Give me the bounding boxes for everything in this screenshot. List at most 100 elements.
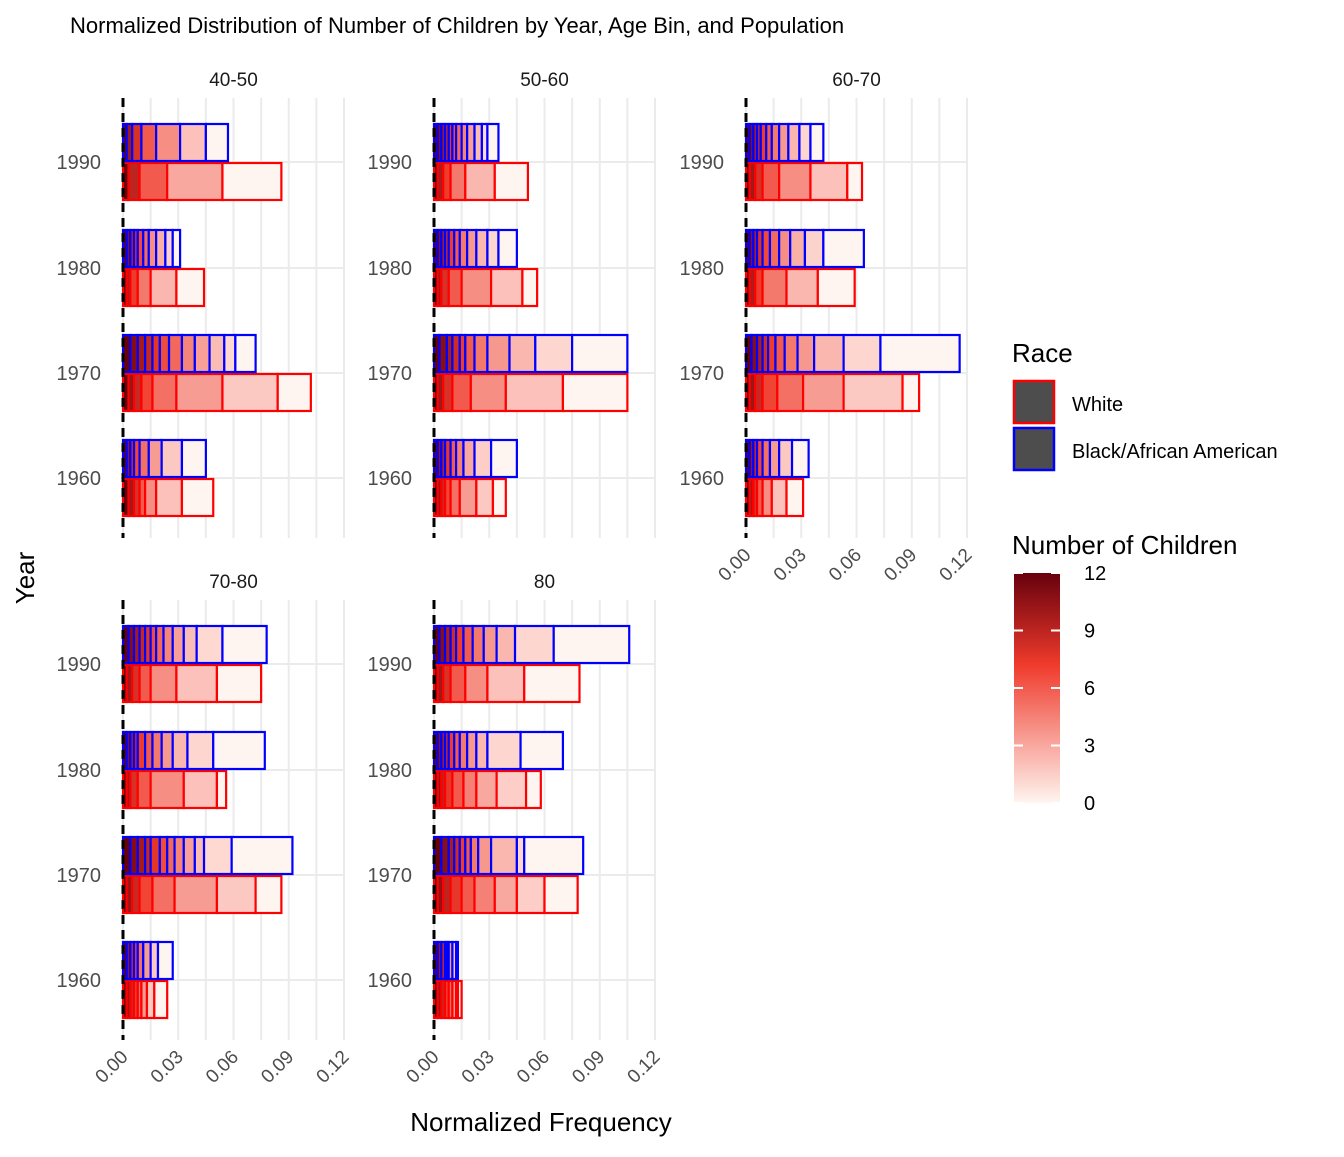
y-tick-label: 1990: [57, 152, 102, 174]
bar-segment: [770, 477, 788, 518]
bar-segment: [524, 769, 542, 810]
bar-segment: [160, 730, 174, 771]
bar-segment: [166, 161, 224, 202]
bar-segment: [160, 438, 184, 479]
bar-segment: [473, 874, 496, 915]
y-tick-label: 1960: [368, 970, 413, 992]
bar-segment: [754, 267, 764, 308]
legend-group: Race White Black/African American Number of…: [1012, 338, 1278, 815]
panel-strip-label: 40-50: [209, 70, 258, 91]
bar-segment: [144, 333, 154, 374]
bar-stack-1980-white: [744, 267, 856, 308]
y-tick-label: 1990: [680, 152, 725, 174]
bar-segment: [443, 769, 454, 810]
bar-segment: [504, 372, 565, 413]
bar-segment: [140, 122, 158, 163]
bar-segment: [144, 477, 158, 518]
bar-segment: [171, 624, 185, 665]
bar-segment: [778, 161, 812, 202]
bar-segment: [155, 477, 184, 518]
bar-segment: [451, 372, 472, 413]
bar-segment: [182, 769, 219, 810]
legend-key-black: [1012, 426, 1056, 472]
bar-segment: [149, 267, 178, 308]
bar-segment: [442, 161, 452, 202]
bar-segment: [151, 333, 161, 374]
bar-stack-1970-white: [121, 874, 283, 915]
bar-segment: [449, 161, 467, 202]
bar-stack-1970-white: [432, 874, 579, 915]
bar-segment: [846, 161, 864, 202]
bar-segment: [489, 835, 518, 876]
bar-segment: [221, 372, 279, 413]
bar-stack-1970-black: [121, 333, 257, 374]
bar-segment: [129, 769, 139, 810]
bar-segment: [156, 940, 174, 981]
bar-segment: [489, 267, 524, 308]
bar-segment: [543, 874, 579, 915]
bar-segment: [475, 730, 489, 771]
bar-segment: [466, 730, 478, 771]
bar-segment: [495, 769, 528, 810]
bar-segment: [142, 940, 152, 981]
bar-stack-1990-white: [744, 161, 864, 202]
bar-segment: [785, 477, 805, 518]
bar-segment: [473, 333, 489, 374]
bar-segment: [138, 874, 154, 915]
colorbar-tick-label: 12: [1084, 563, 1106, 585]
bar-stack-1960-black: [744, 438, 810, 479]
y-tick-label: 1990: [368, 152, 413, 174]
bar-segment: [175, 372, 224, 413]
bar-segment: [816, 267, 856, 308]
bar-segment: [785, 267, 819, 308]
bar-stack-1980-black: [432, 730, 565, 771]
bar-stack-1960-white: [432, 477, 507, 518]
bar-stack-1980-black: [744, 228, 865, 269]
bar-segment: [497, 228, 518, 269]
bar-segment: [462, 624, 474, 665]
legend-label: Black/African American: [1072, 441, 1278, 463]
bar-segment: [491, 477, 507, 518]
bar-segment: [561, 372, 629, 413]
bar-segment: [451, 769, 465, 810]
bar-segment: [475, 228, 489, 269]
y-tick-label: 1960: [57, 970, 102, 992]
bar-segment: [223, 333, 237, 374]
bar-segment: [761, 438, 772, 479]
bar-segment: [449, 874, 463, 915]
bar-segment: [460, 267, 493, 308]
bar-segment: [149, 769, 185, 810]
bar-segment: [234, 333, 257, 374]
bar-stack-1970-black: [432, 333, 629, 374]
panel-strip-label: 70-80: [209, 572, 258, 593]
bar-segment: [813, 333, 845, 374]
bar-stack-1980-black: [121, 228, 182, 269]
bar-stack-1980-white: [432, 267, 539, 308]
bar-segment: [477, 835, 493, 876]
bar-segment: [879, 333, 961, 374]
bar-stack-1970-white: [121, 372, 312, 413]
bar-segment: [180, 438, 207, 479]
bar-segment: [440, 267, 450, 308]
bar-segment: [166, 835, 176, 876]
bar-stack-1990-white: [432, 161, 530, 202]
bar-segment: [455, 438, 465, 479]
bar-segment: [789, 228, 807, 269]
bar-segment: [475, 769, 498, 810]
bar-segment: [458, 228, 469, 269]
bar-segment: [486, 663, 526, 704]
bar-segment: [136, 769, 152, 810]
bar-segment: [901, 372, 921, 413]
bar-segment: [469, 835, 480, 876]
y-tick-label: 1990: [57, 654, 102, 676]
bar-segment: [515, 835, 526, 876]
bar-segment: [438, 333, 448, 374]
bar-segment: [131, 874, 141, 915]
bar-segment: [212, 730, 266, 771]
bar-segment: [151, 730, 163, 771]
bar-segment: [486, 730, 522, 771]
bar-stack-1990-black: [121, 624, 268, 665]
bar-segment: [513, 624, 555, 665]
y-tick-label: 1970: [680, 363, 725, 385]
